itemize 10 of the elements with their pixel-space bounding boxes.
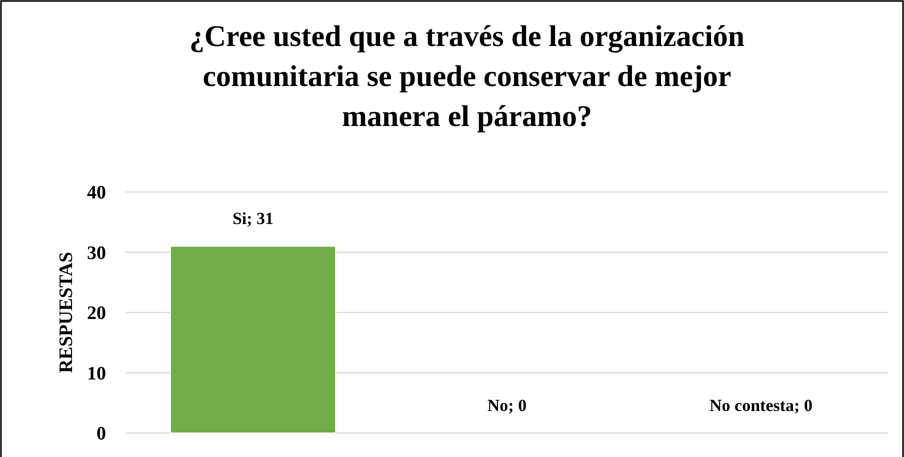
y-tick-label: 0	[96, 424, 106, 445]
y-tick-label: 10	[87, 363, 106, 384]
data-label: Si; 31	[232, 209, 274, 228]
y-tick-label: 30	[87, 242, 106, 264]
y-axis-title: RESPUESTAS	[56, 252, 77, 374]
data-label: No; 0	[487, 396, 527, 415]
y-tick-label: 40	[87, 182, 106, 204]
data-label: No contesta; 0	[710, 396, 812, 415]
chart-title: ¿Cree usted que a través de la organización comunitaria se puede conservar de mejor manera el páramo?	[189, 20, 745, 133]
y-tick-label: 20	[87, 303, 106, 324]
